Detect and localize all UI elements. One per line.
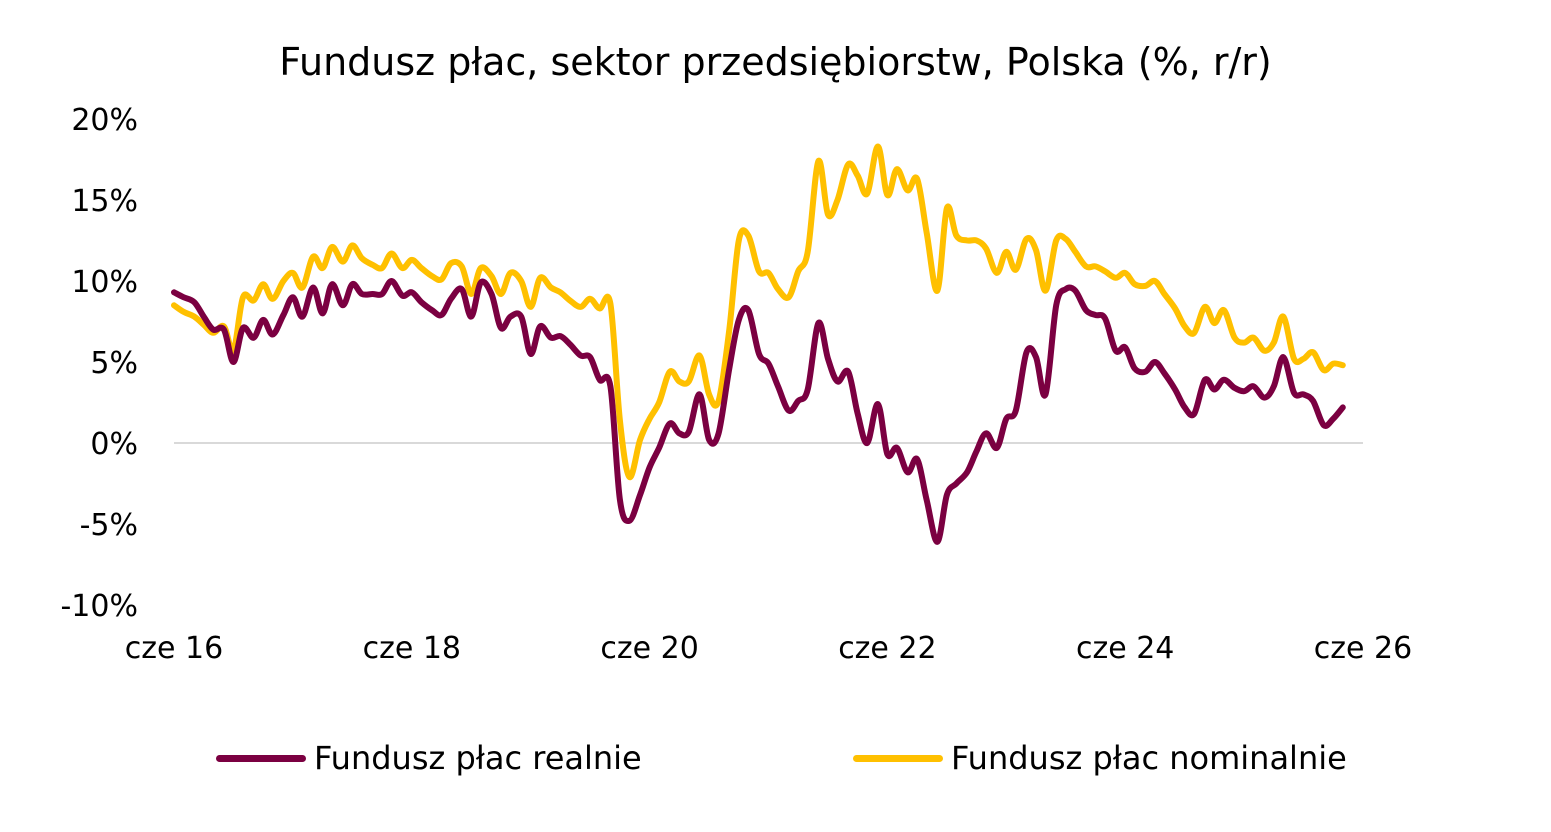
- legend-swatch-nominal: [853, 754, 943, 762]
- legend-item-real: Fundusz płac realnie: [216, 736, 642, 780]
- y-axis-ticks: 20% 15% 10% 5% 0% -5% -10%: [60, 103, 138, 624]
- x-tick-label: cze 20: [600, 631, 698, 666]
- chart-title: Fundusz płac, sektor przedsiębiorstw, Po…: [279, 40, 1272, 84]
- series-line-nominal: [171, 143, 1346, 481]
- legend-label-real: Fundusz płac realnie: [314, 739, 642, 777]
- x-tick-label: cze 24: [1076, 631, 1174, 666]
- y-tick-label: 15%: [71, 184, 138, 219]
- x-tick-label: cze 16: [125, 631, 223, 666]
- legend-label-nominal: Fundusz płac nominalnie: [951, 739, 1347, 777]
- x-tick-label: cze 26: [1314, 631, 1412, 666]
- x-tick-label: cze 22: [838, 631, 936, 666]
- x-axis-ticks: cze 16 cze 18 cze 20 cze 22 cze 24 cze 26: [125, 631, 1412, 666]
- y-tick-label: -5%: [80, 508, 138, 543]
- y-tick-label: 0%: [90, 427, 138, 462]
- y-tick-label: 5%: [90, 346, 138, 381]
- y-tick-label: 10%: [71, 265, 138, 300]
- series-lines: [171, 143, 1346, 545]
- legend-item-nominal: Fundusz płac nominalnie: [853, 736, 1347, 780]
- x-tick-label: cze 18: [363, 631, 461, 666]
- series-line-real: [171, 278, 1346, 545]
- y-tick-label: -10%: [60, 589, 138, 624]
- y-tick-label: 20%: [71, 103, 138, 138]
- legend-swatch-real: [216, 754, 306, 762]
